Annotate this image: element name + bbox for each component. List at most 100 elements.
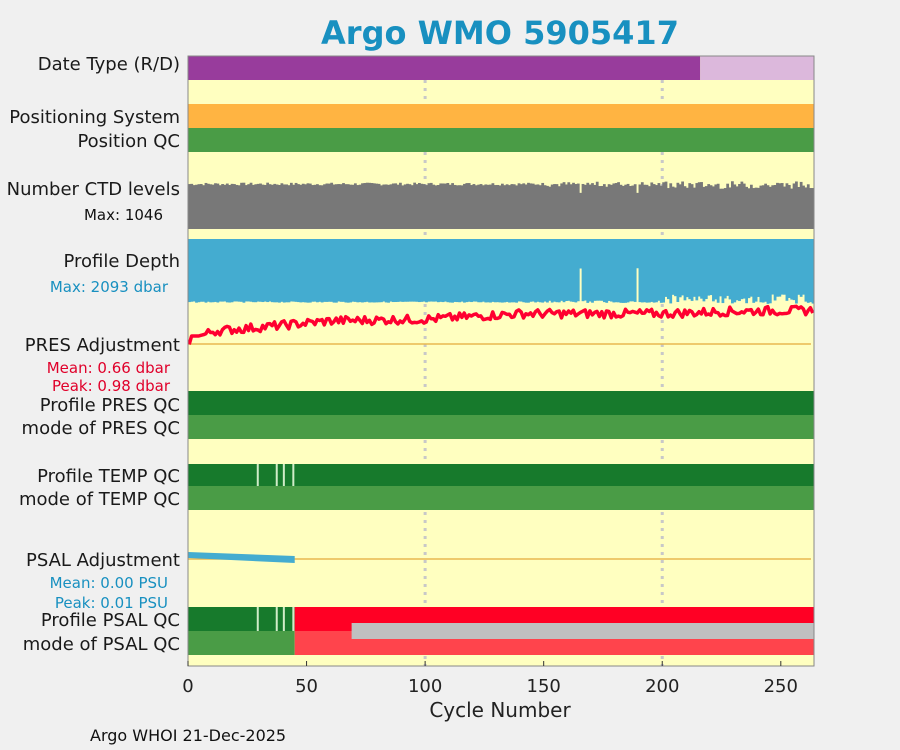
- ctd-level-bar: [332, 184, 336, 229]
- ctd-level-bar: [515, 185, 518, 229]
- profile-depth-bar: [501, 239, 504, 303]
- profile-depth-bar: [372, 239, 376, 303]
- profile-depth-bar: [522, 239, 526, 303]
- profile-depth-bar: [410, 239, 414, 302]
- profile-depth-bar: [638, 239, 642, 303]
- ctd-level-bar: [493, 185, 497, 229]
- profile-depth-bar: [498, 239, 502, 303]
- profile-depth-bar: [429, 239, 433, 302]
- profile-depth-bar: [211, 239, 215, 303]
- profile-depth-bar: [757, 239, 760, 297]
- ctd-level-bar: [214, 183, 217, 229]
- ctd-level-bar: [693, 187, 696, 229]
- positioning-system-bar: [188, 104, 814, 128]
- ctd-level-bar: [804, 187, 808, 229]
- ctd-level-bar: [688, 183, 692, 229]
- ctd-level-bar: [731, 181, 734, 229]
- profile-depth-bar: [225, 239, 229, 303]
- profile-depth-bar: [356, 239, 360, 303]
- ctd-level-bar: [401, 185, 405, 229]
- profile-depth-bar: [534, 239, 537, 303]
- ctd-level-bar: [790, 188, 794, 229]
- profile-depth-bar: [242, 239, 246, 303]
- ctd-level-bar: [209, 184, 213, 229]
- ctd-level-bar: [726, 183, 730, 229]
- profile-depth-bar: [349, 239, 353, 303]
- ctd-level-bar: [496, 184, 500, 229]
- profile-depth-bar: [206, 239, 210, 302]
- profile-depth-bar: [688, 239, 692, 300]
- profile-depth-bar: [325, 239, 329, 302]
- profile-depth-bar: [731, 239, 734, 304]
- profile-depth-bar: [351, 239, 355, 302]
- profile-depth-bar: [327, 239, 331, 302]
- mode-psal-qc-good-bar: [188, 631, 295, 655]
- ctd-level-bar: [237, 185, 241, 229]
- ctd-level-bar: [674, 187, 677, 229]
- ctd-level-bar: [294, 182, 298, 229]
- profile-depth-bar: [235, 239, 239, 302]
- profile-depth-bar: [795, 239, 798, 304]
- ctd-level-bar: [541, 182, 545, 229]
- profile-depth-bar: [221, 239, 224, 302]
- profile-psal-qc-good-bar: [188, 607, 295, 631]
- profile-depth-bar: [581, 239, 585, 302]
- profile-depth-bar: [645, 239, 649, 303]
- x-tick-label: 50: [295, 676, 318, 697]
- profile-depth-bar: [237, 239, 241, 302]
- profile-depth-bar: [785, 239, 789, 301]
- profile-depth-bar: [733, 239, 737, 303]
- profile-depth-bar: [415, 239, 419, 302]
- profile-depth-bar: [259, 239, 262, 302]
- ctd-level-bar: [776, 182, 779, 229]
- profile-depth-bar: [261, 239, 265, 303]
- ctd-level-bar: [318, 185, 322, 229]
- ctd-level-bar: [323, 184, 326, 229]
- profile-temp-qc-flag: [282, 464, 285, 486]
- profile-depth-bar: [709, 239, 713, 296]
- ctd-level-bar: [233, 184, 236, 229]
- ctd-level-bar: [624, 184, 628, 229]
- ctd-level-bar: [752, 188, 756, 229]
- profile-depth-bar: [548, 239, 552, 301]
- ctd-level-bar: [676, 182, 680, 229]
- profile-depth-bar: [342, 239, 345, 302]
- ctd-level-bar: [199, 184, 203, 229]
- ctd-level-bar: [301, 183, 305, 229]
- ctd-level-bar: [719, 188, 722, 229]
- ctd-level-bar: [304, 184, 307, 229]
- profile-depth-bar: [368, 239, 371, 303]
- ctd-level-bar: [363, 183, 367, 229]
- ctd-level-bar: [764, 183, 767, 229]
- profile-pres-qc-bar: [188, 391, 814, 415]
- profile-depth-bar: [662, 239, 666, 303]
- profile-depth-bar: [446, 239, 450, 303]
- profile-depth-bar: [270, 239, 274, 303]
- profile-depth-bar: [278, 239, 281, 303]
- profile-depth-bar: [567, 239, 571, 301]
- profile-depth-bar: [771, 239, 775, 295]
- profile-temp-qc-bar: [188, 464, 814, 486]
- profile-depth-bar: [678, 239, 682, 298]
- plot-frame: [187, 55, 815, 667]
- profile-depth-bar: [256, 239, 260, 302]
- profile-depth-bar: [716, 239, 720, 303]
- profile-depth-bar: [553, 239, 556, 302]
- ctd-level-bar: [444, 183, 447, 229]
- profile-depth-bar: [671, 239, 675, 295]
- profile-depth-bar: [420, 239, 424, 302]
- profile-depth-bar: [726, 239, 730, 296]
- profile-depth-bar: [700, 239, 703, 299]
- profile-depth-bar: [797, 239, 801, 295]
- ctd-level-bar: [252, 184, 255, 229]
- pres-adjustment-mean: Mean: 0.66 dbar: [47, 359, 171, 377]
- profile-depth-bar: [562, 239, 566, 303]
- profile-depth-bar: [214, 239, 217, 302]
- profile-depth-bar: [249, 239, 253, 302]
- ctd-level-bar: [583, 184, 587, 229]
- profile-depth-bar: [754, 239, 758, 302]
- ctd-level-bar: [771, 185, 775, 229]
- ctd-level-bar: [406, 183, 409, 229]
- profile-depth-bar: [569, 239, 573, 302]
- ctd-level-bar: [477, 184, 481, 229]
